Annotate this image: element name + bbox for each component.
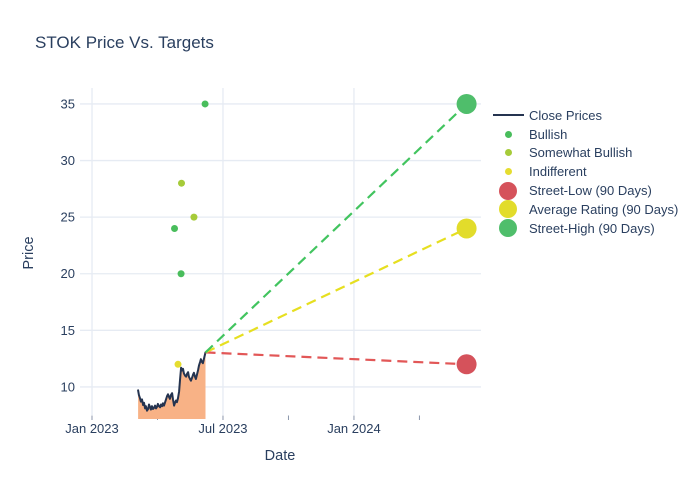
- legend-item-somewhat-bullish[interactable]: Somewhat Bullish: [488, 144, 678, 163]
- legend-item-bullish[interactable]: Bullish: [488, 125, 678, 144]
- target-dash-line-average-rating-90-days: [205, 227, 468, 354]
- x-axis-title: Date: [265, 448, 296, 464]
- dot-swatch-icon: [488, 181, 528, 200]
- rating-dot-indifferent[interactable]: [174, 360, 182, 368]
- y-tick-label: 25: [61, 210, 75, 225]
- target-dash-line-street-low-90-days: [205, 351, 467, 366]
- dot-swatch-icon: [488, 168, 528, 176]
- line-swatch-icon: [488, 114, 528, 117]
- rating-dot-somewhat-bullish[interactable]: [178, 179, 186, 187]
- x-tick-label: Jan 2024: [327, 421, 381, 436]
- legend-item-indifferent[interactable]: Indifferent: [488, 162, 678, 181]
- dot-swatch-icon: [488, 219, 528, 238]
- target-dash-line-street-high-90-days: [204, 103, 468, 354]
- x-tick-label: Jul 2023: [198, 421, 247, 436]
- rating-dot-bullish[interactable]: [171, 224, 179, 232]
- x-tick-label: Jan 2023: [65, 421, 119, 436]
- series-layer: [137, 93, 477, 419]
- legend-item-label: Indifferent: [529, 164, 587, 180]
- legend: Close Prices Bullish Somewhat Bullish Indif…: [488, 106, 678, 238]
- chart-title: STOK Price Vs. Targets: [35, 33, 214, 52]
- legend-item-close-prices[interactable]: Close Prices: [488, 106, 678, 125]
- dot-swatch-icon: [488, 130, 528, 138]
- y-tick-label: 30: [61, 153, 75, 168]
- rating-dot-somewhat-bullish[interactable]: [190, 213, 198, 221]
- legend-item-label: Average Rating (90 Days): [529, 201, 679, 217]
- y-tick-label: 20: [61, 266, 75, 281]
- dot-swatch-icon: [488, 149, 528, 157]
- y-tick-label: 15: [61, 323, 75, 338]
- y-tick-label: 35: [61, 96, 75, 111]
- legend-item-street-high-90-days[interactable]: Street-High (90 Days): [488, 219, 678, 238]
- rating-dot-bullish[interactable]: [201, 100, 209, 108]
- legend-item-label: Close Prices: [529, 107, 602, 123]
- legend-item-label: Somewhat Bullish: [529, 145, 633, 161]
- dot-swatch-icon: [488, 200, 528, 219]
- target-marker-street-high-90-days[interactable]: [456, 93, 477, 114]
- legend-item-label: Street-Low (90 Days): [529, 183, 652, 199]
- close-fill-area: [138, 352, 206, 419]
- close-price-line[interactable]: [137, 351, 207, 412]
- grid-layer: 10 15 20 25 30 35 Jan 2023 Jul 2023 Jan 2024: [61, 88, 481, 436]
- y-tick-label: 10: [61, 379, 75, 394]
- legend-item-average-rating-90-days[interactable]: Average Rating (90 Days): [488, 200, 678, 219]
- legend-item-street-low-90-days[interactable]: Street-Low (90 Days): [488, 181, 678, 200]
- target-marker-street-low-90-days[interactable]: [456, 354, 477, 375]
- legend-item-label: Bullish: [529, 126, 568, 142]
- target-marker-average-rating-90-days[interactable]: [456, 218, 477, 239]
- legend-item-label: Street-High (90 Days): [529, 220, 655, 236]
- rating-dot-bullish[interactable]: [177, 270, 185, 278]
- y-axis-title: Price: [21, 236, 37, 269]
